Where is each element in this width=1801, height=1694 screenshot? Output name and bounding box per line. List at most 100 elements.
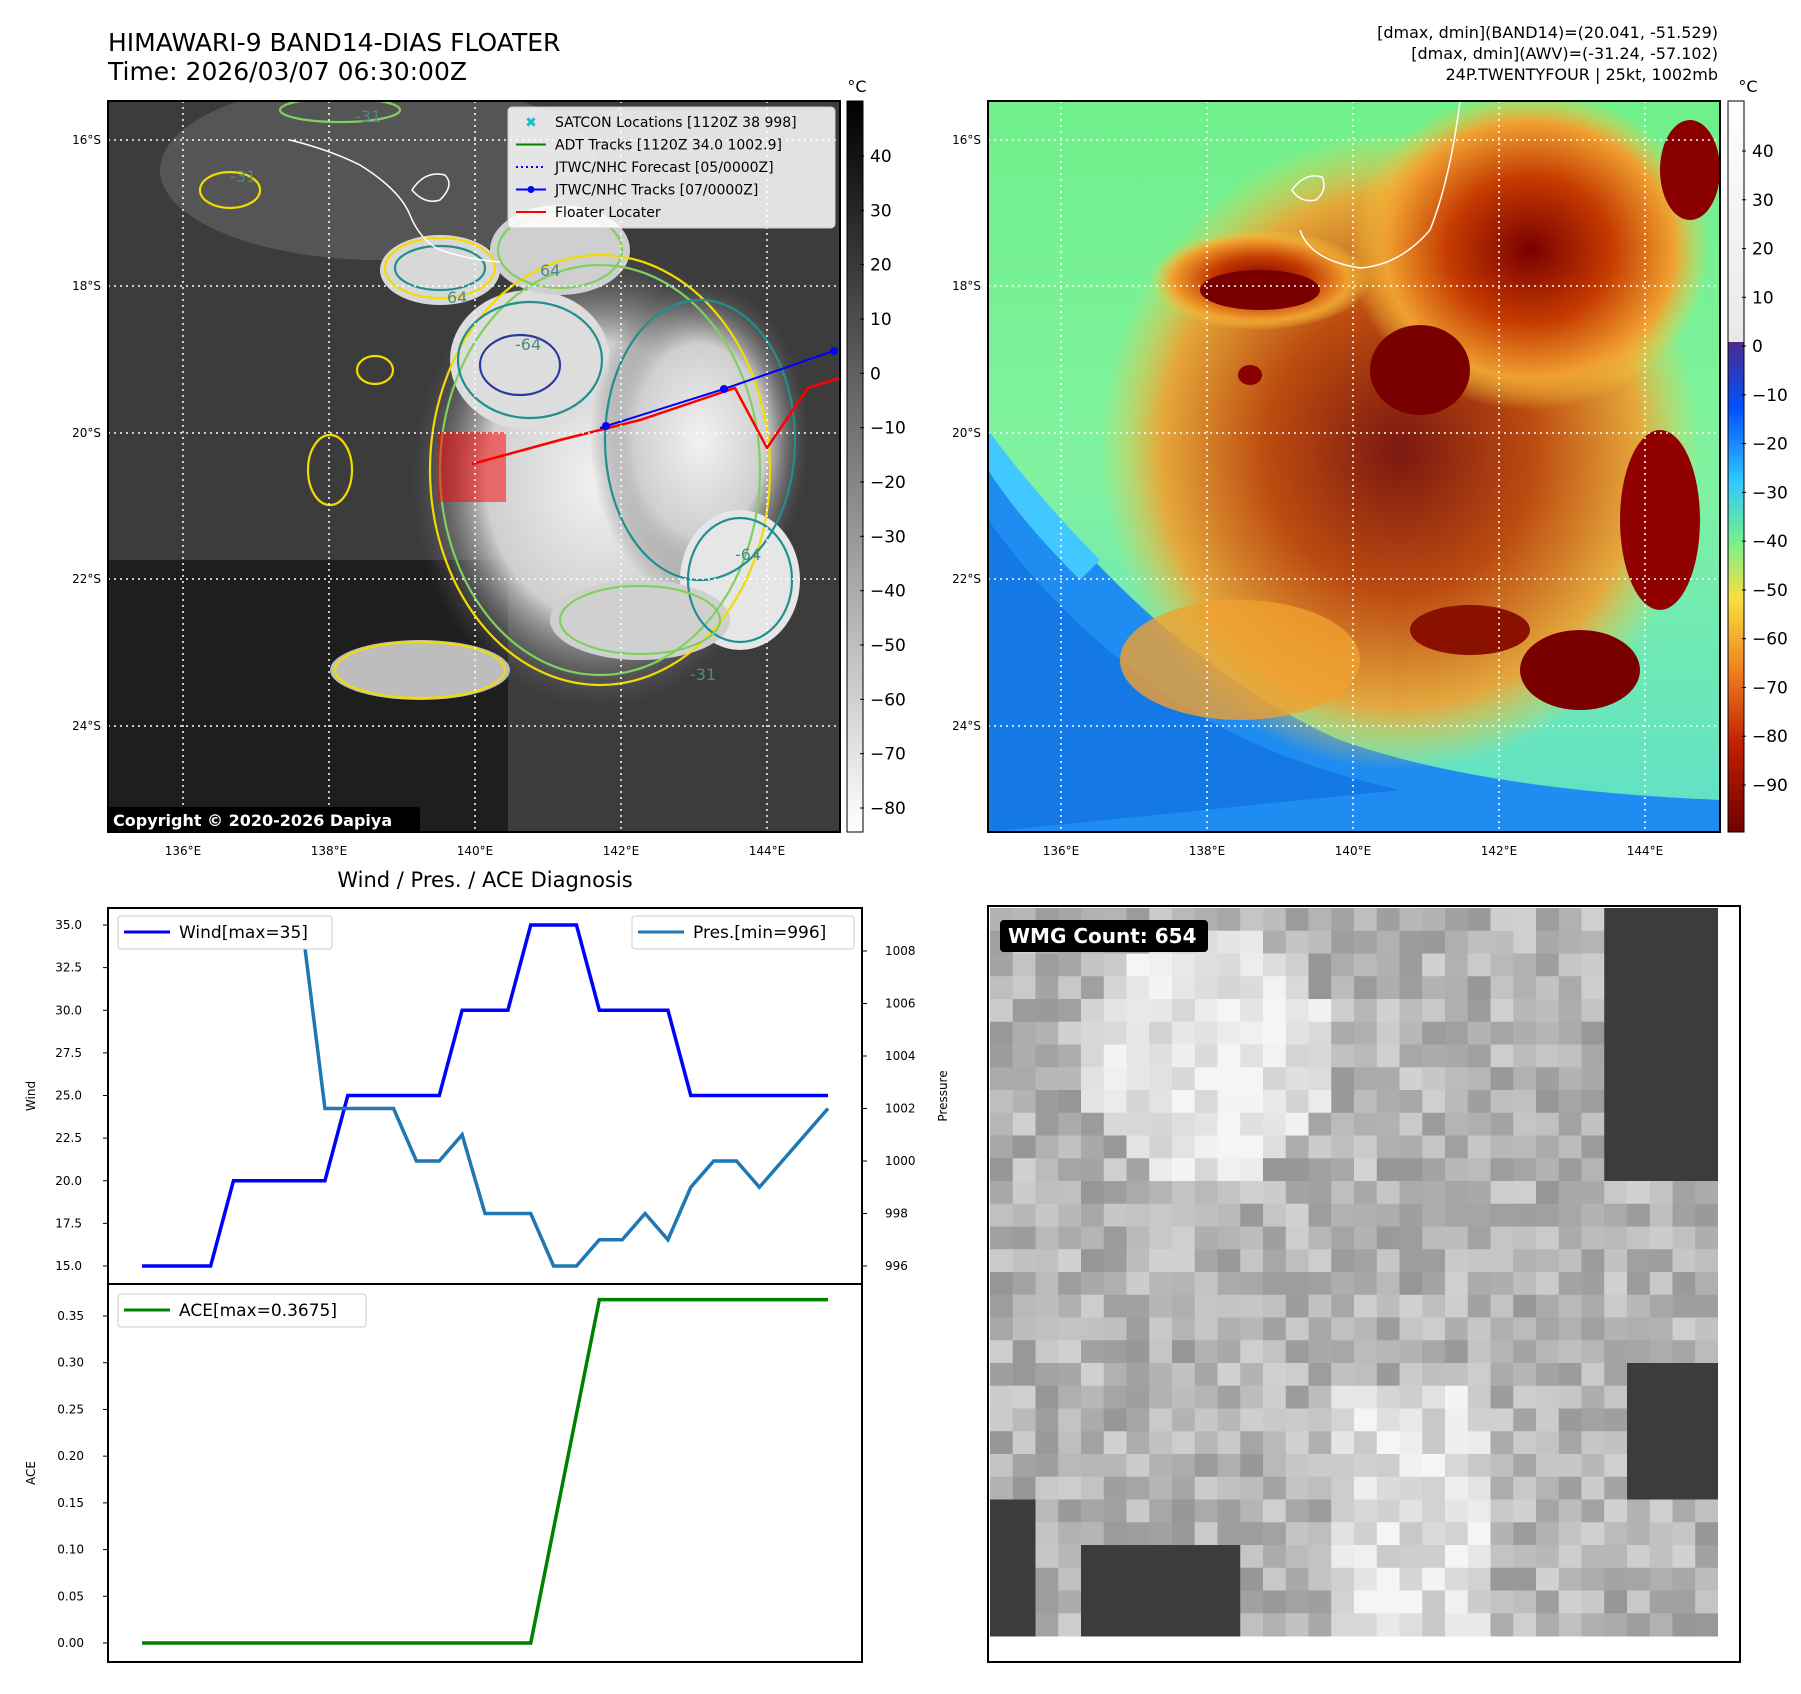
wmg-pixel [1331,1499,1355,1523]
wmg-pixel [1467,1317,1491,1341]
wmg-pixel [1376,1454,1400,1478]
wmg-pixel [1604,1158,1628,1182]
wmg-pixel [1172,1499,1196,1523]
wmg-pixel [1422,1499,1446,1523]
ace-ytick-label: 0.05 [57,1589,84,1603]
wmg-pixel [1467,1431,1491,1455]
lat-tick: 16°S [952,133,981,147]
wmg-pixel [1172,1408,1196,1432]
wmg-pixel [1217,1385,1241,1409]
wmg-pixel [1649,1431,1673,1455]
wmg-pixel [1536,1226,1560,1250]
wmg-pixel [1376,1044,1400,1068]
wmg-pixel [1649,1044,1673,1068]
wmg-pixel [1513,1067,1537,1091]
wmg-pixel [1467,908,1491,932]
wmg-pixel [1354,908,1378,932]
wmg-pixel [1149,1090,1173,1114]
ace-legend-label: ACE[max=0.3675] [179,1301,337,1321]
wmg-pixel [1308,1545,1332,1569]
wmg-pixel [1627,1340,1651,1364]
wmg-pixel [1649,1545,1673,1569]
wmg-pixel [1513,1090,1537,1114]
wmg-pixel [1240,976,1264,1000]
wmg-pixel [1422,1272,1446,1296]
wmg-pixel [1581,1613,1605,1637]
awv-map-image [988,101,1720,832]
wmg-pixel [1695,1476,1718,1500]
wmg-pixel [1399,1363,1423,1387]
wmg-pixel [1035,976,1059,1000]
wmg-pixel [1354,1294,1378,1318]
wmg-pixel [1513,953,1537,977]
wmg-pixel [1604,1545,1628,1569]
wmg-pixel [1081,1112,1105,1136]
colorbar-tick-label: −20 [870,473,906,493]
wmg-pixel [1194,1317,1218,1341]
wmg-pixel [1240,1431,1264,1455]
wmg-pixel [1672,1203,1696,1227]
wmg-pixel [1263,953,1287,977]
wmg-pixel [1126,1431,1150,1455]
wmg-pixel [1172,1294,1196,1318]
wmg-pixel [1103,1476,1127,1500]
wmg-pixel [1149,1363,1173,1387]
wmg-pixel [1308,1249,1332,1273]
wmg-pixel [1490,1476,1514,1500]
wind-legend-label: Wind[max=35] [179,923,308,943]
wmg-pixel [1399,999,1423,1023]
wmg-pixel [1467,1363,1491,1387]
wmg-pixel [1399,1249,1423,1273]
wmg-pixel [1012,1226,1036,1250]
wmg-pixel [1172,1590,1196,1614]
wmg-pixel [1081,1454,1105,1478]
wmg-pixel [990,1431,1014,1455]
wmg-pixel [1376,1385,1400,1409]
wmg-pixel [1490,1385,1514,1409]
wmg-pixel [1649,1203,1673,1227]
wmg-pixel [1126,1090,1150,1114]
wmg-pixel [1513,1499,1537,1523]
wmg-pixel [1695,1272,1718,1296]
wmg-pixel [1536,1385,1560,1409]
wmg-pixel [1604,1499,1628,1523]
wmg-pixel [1126,1363,1150,1387]
stats-awv: [dmax, dmin](AWV)=(-31.24, -57.102) [1411,44,1718,63]
wmg-pixel [1149,1203,1173,1227]
wmg-pixel [1103,1454,1127,1478]
wmg-pixel [1581,930,1605,954]
floater-track [471,376,840,466]
wmg-pixel [1399,1454,1423,1478]
wmg-pixel [1263,1545,1287,1569]
wmg-pixel [1445,1567,1469,1591]
wmg-pixel [1376,1021,1400,1045]
wmg-pixel [1513,1158,1537,1182]
wmg-pixel [1422,1294,1446,1318]
wmg-pixel [1581,1522,1605,1546]
wmg-pixel [1035,1545,1059,1569]
colorbar-tick-label: 20 [870,256,892,276]
wmg-pixel [1263,1249,1287,1273]
wmg-pixel [1194,1226,1218,1250]
wmg-pixel [1513,999,1537,1023]
wmg-pixel [1467,1590,1491,1614]
wmg-pixel [1081,1408,1105,1432]
colorbar-tick-label: −50 [1752,581,1788,601]
wmg-pixel [1627,1522,1651,1546]
wmg-pixel [1058,1499,1082,1523]
wmg-pixel [1399,908,1423,932]
wmg-pixel [1081,1567,1105,1591]
wmg-pixel [1581,999,1605,1023]
wmg-pixel [1126,1499,1150,1523]
wmg-pixel [1558,1112,1582,1136]
wmg-pixel [1194,1363,1218,1387]
wmg-pixel [1194,1545,1218,1569]
wmg-pixel [1058,999,1082,1023]
wmg-pixel [1285,1363,1309,1387]
wmg-pixel [1126,1476,1150,1500]
wmg-pixel [1513,1340,1537,1364]
wmg-pixel [1058,1454,1082,1478]
wmg-pixel [1490,1363,1514,1387]
wmg-pixel [1581,1112,1605,1136]
wmg-pixel [1285,1158,1309,1182]
